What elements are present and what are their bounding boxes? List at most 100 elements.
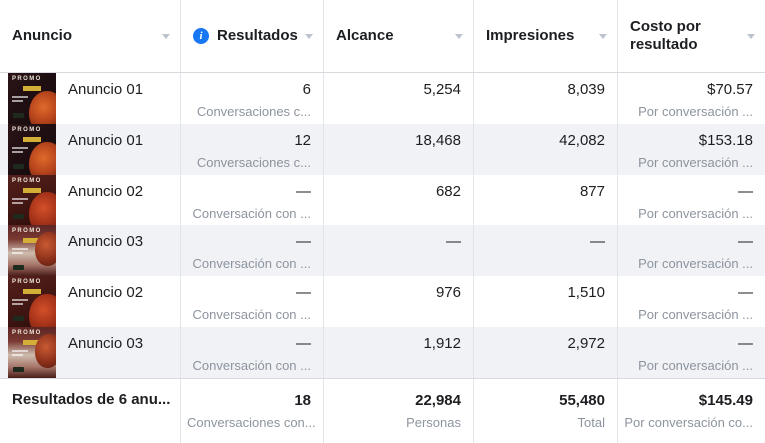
chevron-down-icon[interactable] (455, 33, 463, 39)
thumbnail-promo-text: PROMO (12, 279, 42, 286)
thumbnail-text-line (12, 146, 28, 149)
chevron-down-icon[interactable] (747, 33, 755, 39)
totals-costo-type: Por conversación co... (624, 415, 753, 430)
totals-impresiones-type: Total (577, 415, 605, 430)
thumbnail-badge (23, 340, 41, 346)
ad-thumbnail[interactable]: PROMO (8, 123, 56, 175)
column-label: Alcance (336, 27, 394, 44)
table-row[interactable]: PROMO Anuncio 01 12 Conversaciones c... 18,4… (0, 123, 765, 175)
ad-name[interactable]: Anuncio 02 (68, 182, 144, 200)
totals-alcance-type: Personas (406, 415, 461, 430)
ad-name[interactable]: Anuncio 01 (68, 81, 144, 98)
ad-thumbnail[interactable]: PROMO (8, 327, 56, 378)
column-header-costo-por-resultado[interactable]: Costo por resultado (617, 0, 765, 72)
impresiones-value: 1,510 (567, 284, 605, 302)
thumbnail-food-image (29, 90, 56, 124)
ad-thumbnail[interactable]: PROMO (8, 225, 56, 277)
alcance-cell: 976 (323, 276, 473, 328)
table-totals-row: Resultados de 6 anu... 18 Conversaciones… (0, 378, 765, 443)
column-header-anuncio[interactable]: Anuncio (0, 0, 180, 72)
thumbnail-text-line (12, 201, 23, 204)
column-label: Impresiones (486, 27, 575, 44)
thumbnail-text-line (12, 100, 23, 102)
ad-thumbnail[interactable]: PROMO (8, 73, 56, 124)
costo-value: — (738, 335, 753, 353)
thumbnail-food-image (29, 294, 56, 328)
chevron-down-icon[interactable] (599, 33, 607, 39)
resultados-cell: — Conversación con ... (180, 225, 323, 277)
ad-cell: PROMO Anuncio 03 (0, 225, 180, 277)
table-row[interactable]: PROMO Anuncio 03 — Conversación con ... 1,91… (0, 327, 765, 378)
costo-type: Por conversación ... (638, 307, 753, 323)
table-body: PROMO Anuncio 01 6 Conversaciones c... 5,254… (0, 73, 765, 378)
costo-value: — (738, 233, 753, 251)
table-header-row: Anuncio i Resultados Alcance Impresiones… (0, 0, 765, 73)
ad-name[interactable]: Anuncio 01 (68, 131, 144, 149)
impresiones-value: 42,082 (559, 131, 605, 149)
totals-costo-cell: $145.49 Por conversación co... (617, 379, 765, 443)
thumbnail-badge (23, 86, 41, 91)
costo-type: Por conversación ... (638, 358, 753, 374)
costo-value: $153.18 (698, 131, 753, 149)
column-header-impresiones[interactable]: Impresiones (473, 0, 617, 72)
resultados-type: Conversación con ... (192, 307, 311, 323)
thumbnail-button (13, 316, 24, 322)
ad-name[interactable]: Anuncio 03 (68, 233, 144, 251)
totals-resultados-value: 18 (294, 392, 311, 409)
totals-alcance-value: 22,984 (415, 392, 461, 409)
ad-thumbnail[interactable]: PROMO (8, 276, 56, 328)
costo-cell: — Por conversación ... (617, 276, 765, 328)
resultados-value: — (296, 233, 311, 251)
resultados-type: Conversaciones c... (196, 104, 311, 119)
column-header-alcance[interactable]: Alcance (323, 0, 473, 72)
impresiones-value: 8,039 (567, 81, 605, 98)
column-header-resultados[interactable]: i Resultados (180, 0, 323, 72)
totals-costo-value: $145.49 (698, 392, 753, 409)
resultados-value: — (296, 284, 311, 302)
thumbnail-text-line (12, 299, 28, 302)
resultados-value: — (296, 335, 311, 353)
ad-cell: PROMO Anuncio 02 (0, 276, 180, 328)
info-icon[interactable]: i (193, 28, 209, 44)
resultados-cell: 12 Conversaciones c... (180, 123, 323, 175)
costo-cell: — Por conversación ... (617, 174, 765, 226)
ad-thumbnail[interactable]: PROMO (8, 174, 56, 226)
alcance-value: 1,912 (423, 335, 461, 353)
table-row[interactable]: PROMO Anuncio 02 — Conversación con ... 682 8… (0, 174, 765, 226)
costo-type: Por conversación ... (638, 104, 753, 119)
chevron-down-icon[interactable] (305, 33, 313, 39)
totals-impresiones-cell: 55,480 Total (473, 379, 617, 443)
alcance-cell: 18,468 (323, 123, 473, 175)
impresiones-cell: 1,510 (473, 276, 617, 328)
ad-name[interactable]: Anuncio 02 (68, 284, 144, 302)
totals-resultados-cell: 18 Conversaciones con... (180, 379, 323, 443)
totals-label: Resultados de 6 anu... (12, 391, 171, 408)
chevron-down-icon[interactable] (162, 33, 170, 39)
thumbnail-button (13, 265, 24, 271)
thumbnail-button (13, 214, 24, 220)
thumbnail-food-image (29, 141, 56, 175)
resultados-cell: — Conversación con ... (180, 276, 323, 328)
column-label: Costo por resultado (630, 18, 701, 53)
ad-name[interactable]: Anuncio 03 (68, 335, 144, 353)
impresiones-value: — (590, 233, 605, 251)
resultados-type: Conversaciones c... (196, 154, 311, 170)
thumbnail-promo-text: PROMO (12, 228, 42, 235)
resultados-value: — (296, 182, 311, 200)
table-row[interactable]: PROMO Anuncio 01 6 Conversaciones c... 5,254… (0, 73, 765, 124)
impresiones-cell: — (473, 225, 617, 277)
resultados-value: 12 (294, 131, 311, 149)
column-label: Anuncio (12, 27, 72, 44)
thumbnail-text-line (12, 150, 23, 153)
totals-resultados-type: Conversaciones con... (187, 415, 316, 430)
thumbnail-food-image (35, 333, 56, 368)
impresiones-value: 2,972 (567, 335, 605, 353)
thumbnail-promo-text: PROMO (12, 126, 42, 133)
resultados-cell: 6 Conversaciones c... (180, 73, 323, 124)
thumbnail-badge (23, 187, 41, 193)
table-row[interactable]: PROMO Anuncio 03 — Conversación con ... — — — P… (0, 225, 765, 277)
resultados-cell: — Conversación con ... (180, 174, 323, 226)
resultados-type: Conversación con ... (192, 358, 311, 374)
alcance-value: — (446, 233, 461, 251)
table-row[interactable]: PROMO Anuncio 02 — Conversación con ... 976 1… (0, 276, 765, 328)
